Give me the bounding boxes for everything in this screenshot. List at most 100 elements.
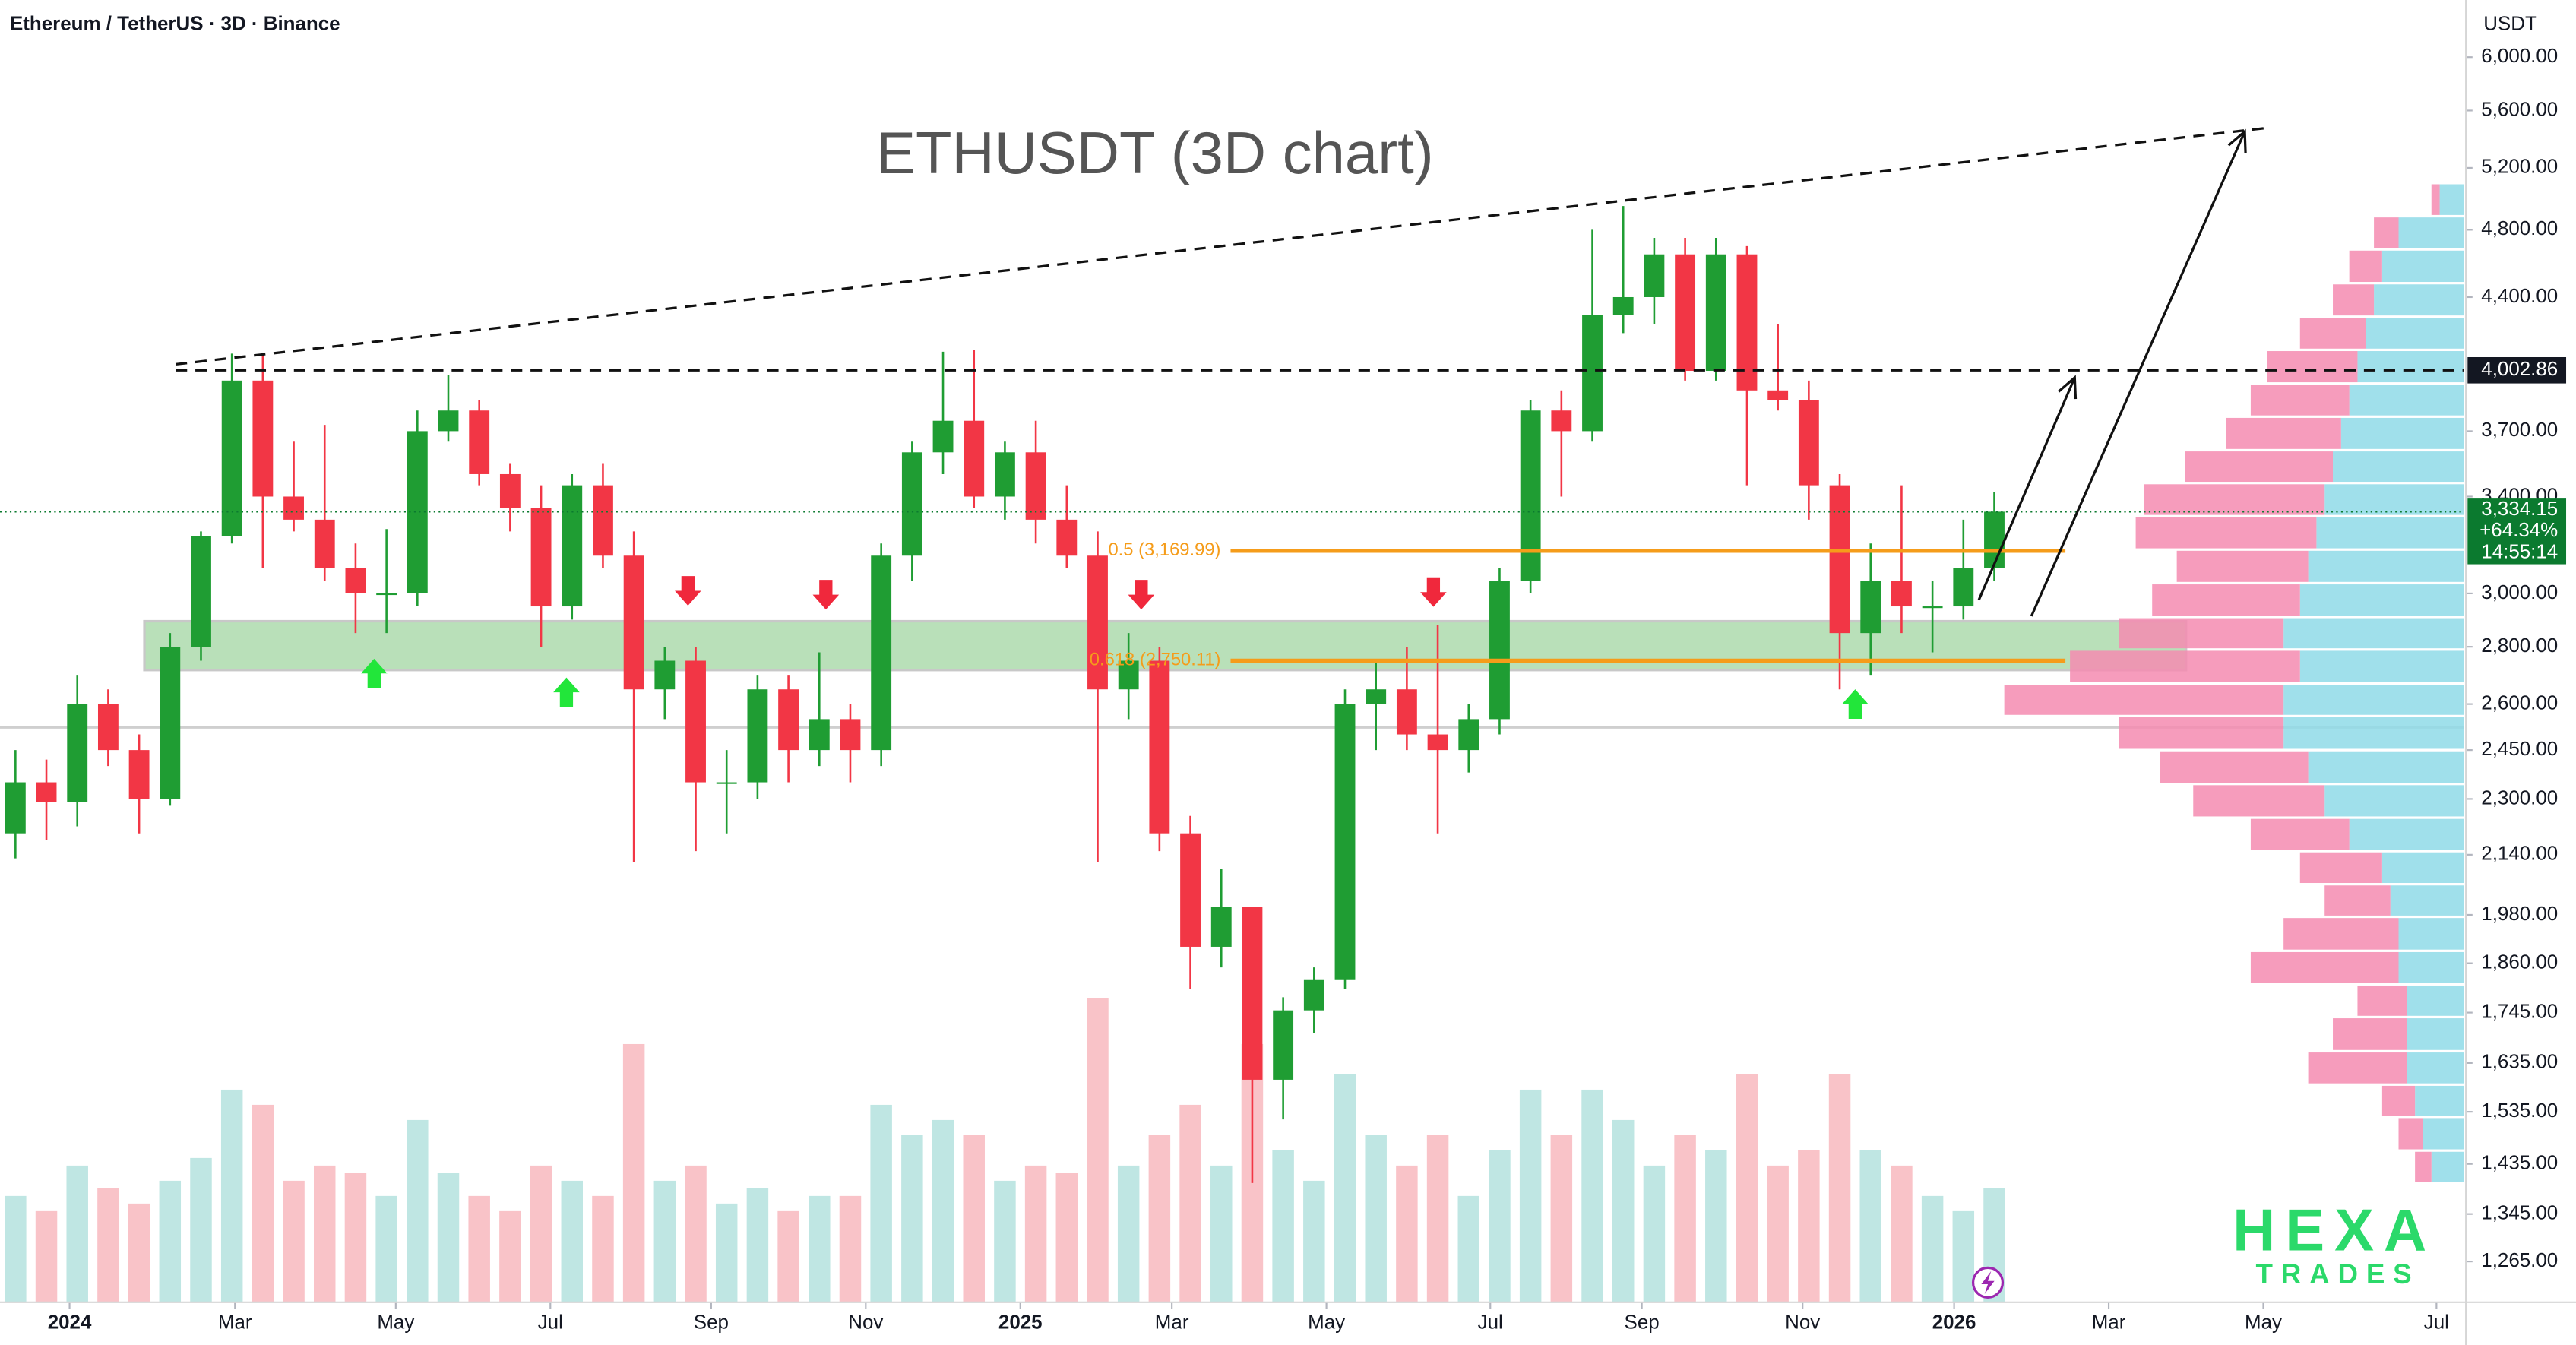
buy-signal [553, 677, 580, 707]
volume-bar [128, 1203, 150, 1302]
profile-down [2070, 650, 2300, 682]
last-price-label: 3,334.15 [2481, 498, 2558, 520]
profile-up [2366, 318, 2464, 349]
volume-bar [1921, 1195, 1944, 1302]
profile-up [2340, 417, 2464, 449]
volume-bar [1674, 1135, 1696, 1302]
candle-body [1273, 1010, 1294, 1080]
volume-bar [561, 1180, 584, 1302]
profile-up [2333, 451, 2464, 483]
volume-bar [1210, 1165, 1233, 1302]
volume-bar [1087, 998, 1109, 1302]
candle-body [314, 519, 335, 568]
volume-bar [1334, 1074, 1356, 1302]
candle-body [1334, 704, 1356, 980]
candle-body [1242, 907, 1263, 1080]
candle-body [128, 750, 150, 799]
volume-bar [1272, 1150, 1294, 1302]
candle-body [1396, 689, 1417, 735]
volume-bar [1396, 1165, 1418, 1302]
volume-bar [1024, 1165, 1047, 1302]
candle-body [1489, 581, 1510, 720]
x-tick-label: 2025 [998, 1312, 1043, 1334]
volume-bar [1736, 1074, 1758, 1302]
y-tick-label: 2,600.00 [2481, 692, 2558, 714]
candle-body [1056, 519, 1078, 556]
candle-body [1953, 568, 1974, 607]
volume-bar [1117, 1165, 1140, 1302]
candle-body [1520, 410, 1541, 581]
profile-down [2152, 584, 2300, 616]
profile-up [2431, 1151, 2464, 1182]
volume-bar [35, 1210, 58, 1302]
volume-bar [1457, 1195, 1480, 1302]
x-tick-label: Mar [218, 1312, 252, 1334]
buy-signal [1842, 689, 1869, 720]
profile-up [2324, 785, 2464, 817]
profile-up [2407, 985, 2464, 1016]
alert-icon[interactable] [1971, 1266, 2005, 1299]
profile-down [2119, 717, 2284, 749]
profile-down [2176, 550, 2309, 582]
sell-signal [675, 576, 701, 606]
volume-bar [1767, 1165, 1789, 1302]
y-tick-label: 2,450.00 [2481, 739, 2558, 760]
volume-bar [1828, 1074, 1851, 1302]
volume-bar [1489, 1150, 1511, 1302]
x-tick-label: Mar [1155, 1312, 1189, 1334]
profile-down [2144, 484, 2325, 515]
y-tick-label: 1,635.00 [2481, 1052, 2558, 1073]
profile-up [2439, 184, 2464, 215]
candle-body [1798, 400, 1819, 486]
y-tick-label: 1,435.00 [2481, 1153, 2558, 1174]
volume-bar [777, 1210, 799, 1302]
volume-bar [653, 1180, 676, 1302]
profile-up [2308, 550, 2464, 582]
profile-down [2299, 318, 2366, 349]
profile-down [2349, 250, 2382, 283]
profile-down [2333, 284, 2375, 316]
volume-bar [839, 1195, 862, 1302]
volume-bar [468, 1195, 490, 1302]
y-tick-label: 5,600.00 [2481, 99, 2558, 120]
profile-up [2381, 852, 2464, 884]
candle-body [1366, 689, 1387, 704]
volume-bar [1303, 1180, 1325, 1302]
candle-body [469, 410, 490, 474]
candle-body [5, 782, 26, 834]
profile-up [2398, 951, 2464, 983]
volume-bar [344, 1173, 367, 1302]
volume-bar [809, 1195, 831, 1302]
candle-body [654, 660, 676, 690]
volume-bar [622, 1043, 645, 1302]
candle-body [1922, 606, 1943, 609]
candle-body [994, 452, 1015, 497]
volume-bar [746, 1188, 769, 1302]
volume-bar [994, 1180, 1016, 1302]
volume-bar [5, 1195, 27, 1302]
projection-arrowhead [2227, 128, 2247, 153]
candle-body [623, 555, 644, 690]
volume-bar [283, 1180, 305, 1302]
y-tick-label: 2,300.00 [2481, 787, 2558, 809]
profile-down [2250, 385, 2350, 416]
volume-bar [1055, 1173, 1078, 1302]
alert-bolt[interactable] [1981, 1271, 1995, 1295]
profile-up [2423, 1118, 2464, 1150]
profile-up [2299, 650, 2464, 682]
resistance-label: 4,002.86 [2481, 359, 2558, 380]
y-tick-label: 1,860.00 [2481, 951, 2558, 973]
last-price-change: +64.34% [2479, 520, 2558, 541]
candle-body [593, 485, 613, 556]
x-tick-label: May [2245, 1312, 2282, 1334]
mid-layer: 0.5 (3,169.99) 0.618 (2,750.11) [0, 126, 2464, 1183]
y-tick-label: 3,000.00 [2481, 582, 2558, 603]
profile-down [2267, 351, 2358, 383]
candle-body [685, 660, 706, 783]
logo-subtitle: TRADES [2256, 1258, 2420, 1290]
profile-up [2283, 618, 2464, 649]
candle-body [191, 536, 211, 647]
x-tick-label: Jul [538, 1312, 563, 1334]
profile-down [2283, 918, 2399, 950]
